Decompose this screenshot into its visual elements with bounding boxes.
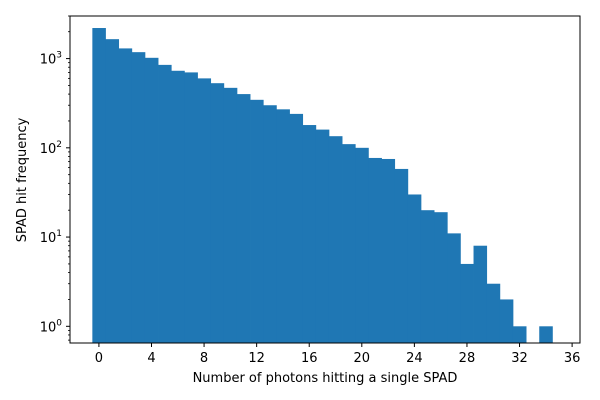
histogram-bar (355, 147, 369, 343)
histogram-bar (394, 168, 409, 343)
x-tick-label: 32 (511, 351, 528, 366)
x-tick-label: 4 (147, 351, 155, 366)
x-tick-label: 16 (301, 351, 318, 366)
y-axis-ticks: 100 101 102 103 (40, 15, 70, 341)
x-axis-ticks: 0 4 8 12 16 20 24 28 32 36 (95, 343, 581, 366)
y-tick-label: 100 (40, 318, 63, 335)
y-tick-label: 102 (40, 140, 62, 157)
x-tick-label: 12 (248, 351, 265, 366)
histogram-bar (434, 212, 448, 343)
histogram-bar (368, 157, 382, 343)
histogram-bar (131, 52, 146, 343)
x-tick-label: 0 (95, 351, 103, 366)
histogram-bar (407, 194, 422, 343)
histogram-bar (118, 48, 133, 343)
histogram-bar (223, 87, 238, 343)
histogram-bar (184, 72, 198, 344)
y-tick-label: 103 (40, 51, 62, 68)
histogram-bar (302, 125, 317, 343)
histogram-bar (328, 136, 343, 343)
histogram-bar (236, 94, 251, 343)
histogram-bar (263, 105, 277, 344)
histogram-bar (447, 233, 461, 343)
histogram-bar (92, 28, 106, 344)
bars-group (92, 28, 553, 344)
plot-frame (69, 15, 581, 344)
histogram-bar (499, 299, 514, 343)
histogram-bar (144, 57, 159, 344)
y-tick-label: 101 (40, 229, 62, 246)
histogram-bar (171, 70, 185, 343)
histogram-bar (250, 99, 264, 343)
x-tick-label: 24 (406, 351, 423, 366)
x-axis-label: Number of photons hitting a single SPAD (193, 371, 458, 386)
histogram-bar (512, 326, 527, 343)
histogram-bar (197, 78, 212, 343)
x-tick-label: 20 (354, 351, 371, 366)
histogram-bar (289, 113, 304, 343)
histogram-bar (276, 109, 290, 343)
histogram-bar (158, 64, 172, 343)
x-tick-label: 28 (459, 351, 476, 366)
histogram-bar (486, 283, 501, 343)
y-axis-label: SPAD hit frequency (15, 117, 30, 242)
histogram-bar (460, 263, 474, 343)
histogram-bar (315, 129, 330, 343)
histogram-bar (420, 210, 435, 343)
histogram-bar (381, 158, 396, 343)
histogram-bar (342, 144, 356, 343)
histogram-bar (473, 245, 488, 343)
histogram-bar (210, 83, 225, 343)
x-tick-label: 8 (200, 351, 208, 366)
histogram-bar (539, 326, 553, 343)
x-tick-label: 36 (564, 351, 581, 366)
histogram-bar (105, 39, 120, 344)
